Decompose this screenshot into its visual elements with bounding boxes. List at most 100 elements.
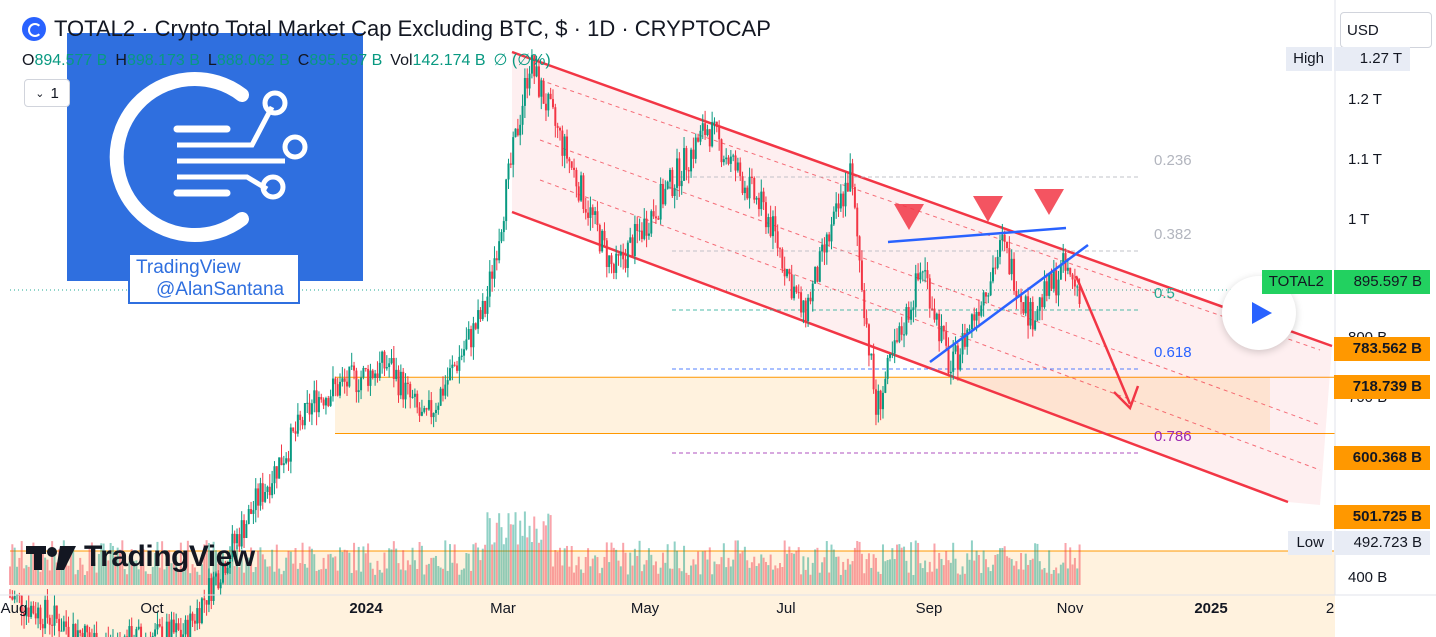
volume-bar <box>612 547 615 585</box>
candle-body <box>446 380 449 385</box>
volume-bar <box>556 551 559 585</box>
indicators-toggle-button[interactable]: ⌄ 1 <box>24 79 70 107</box>
volume-bar <box>549 515 552 585</box>
ohlc-key: H <box>115 52 127 69</box>
volume-bar <box>1066 568 1069 585</box>
volume-bar <box>734 540 737 585</box>
candle-body <box>240 520 243 547</box>
candle-body <box>584 209 587 213</box>
volume-bar <box>488 518 491 585</box>
volume-bar <box>133 561 136 585</box>
candle-body <box>1059 263 1062 280</box>
volume-bar <box>95 572 98 585</box>
volume-bar <box>935 568 938 585</box>
volume-bar <box>336 570 339 585</box>
volume-bar <box>823 557 826 585</box>
candle-body <box>214 573 217 577</box>
volume-bar <box>893 559 896 585</box>
candle-body <box>254 488 257 511</box>
volume-bar <box>81 564 84 585</box>
candle-body <box>701 123 704 131</box>
volume-bar <box>732 559 735 585</box>
candle-body <box>320 397 323 400</box>
volume-bar <box>18 557 21 585</box>
volume-bar <box>690 565 693 585</box>
volume-bar <box>1050 573 1053 585</box>
candle-body <box>135 629 138 637</box>
candle-body <box>191 613 194 621</box>
volume-bar <box>661 552 664 585</box>
candle-body <box>1013 258 1016 291</box>
volume-bar <box>797 547 800 585</box>
volume-bar <box>615 549 618 585</box>
volume-bar <box>1027 564 1030 585</box>
candle-body <box>491 271 494 279</box>
volume-bar <box>699 574 702 585</box>
candle-body <box>336 384 339 396</box>
candles <box>9 49 1081 637</box>
candle-body <box>1043 281 1046 308</box>
volume-bar <box>750 562 753 585</box>
volume-bar <box>60 562 63 585</box>
volume-bar <box>1006 556 1009 585</box>
volume-bar <box>561 565 564 585</box>
volume-bar <box>441 568 444 585</box>
chart-title[interactable]: TOTAL2 · Crypto Total Market Cap Excludi… <box>54 16 771 41</box>
volume-bar <box>629 552 632 585</box>
candle-body <box>762 191 765 203</box>
volume-bar <box>1003 546 1006 585</box>
candle-body <box>83 625 86 637</box>
volume-bar <box>243 572 246 585</box>
volume-bar <box>970 540 973 585</box>
candle-body <box>671 169 674 197</box>
wedge-upper <box>887 226 1067 244</box>
volume-bar <box>334 556 337 585</box>
currency-button[interactable]: USD <box>1340 12 1432 48</box>
volume-bar <box>954 558 957 585</box>
volume-bar <box>631 565 634 585</box>
volume-bar <box>116 547 119 585</box>
candle-body <box>261 483 264 502</box>
candle-body <box>570 161 573 168</box>
volume-bar <box>816 547 819 585</box>
candle-body <box>1022 302 1025 314</box>
candle-body <box>474 323 477 329</box>
volume-bar <box>657 573 660 585</box>
brand-name: TradingView <box>84 540 255 573</box>
volume-bar <box>474 542 477 585</box>
volume-bar <box>257 550 260 585</box>
volume-bar <box>884 561 887 585</box>
candle-body <box>128 626 131 637</box>
volume-bar <box>1029 560 1032 585</box>
candle-body <box>1066 267 1069 271</box>
candle-body <box>828 234 831 242</box>
channel-lower <box>511 210 1289 504</box>
low-value: 492.723 B <box>1334 531 1430 555</box>
volume-bar <box>500 527 503 585</box>
candle-body <box>874 389 877 415</box>
candle-body <box>764 202 767 228</box>
candle-body <box>603 230 606 241</box>
candle-body <box>587 212 590 218</box>
volume-bar <box>205 540 208 585</box>
volume-bar <box>315 570 318 585</box>
candle-body <box>631 237 634 256</box>
candle-body <box>954 345 957 352</box>
candle-body <box>385 367 388 369</box>
candle-body <box>238 534 241 547</box>
volume-bar <box>879 573 882 585</box>
volume-bar <box>676 550 679 585</box>
candle-body <box>612 264 615 273</box>
arrow-head-icon <box>1113 385 1140 411</box>
candle-body <box>774 216 777 232</box>
volume-bar <box>93 562 96 585</box>
volume-bar <box>273 571 276 585</box>
volume-bar <box>610 542 613 585</box>
volume-bar <box>296 568 299 585</box>
volume-bar <box>722 543 725 585</box>
time-tick: Sep <box>915 600 943 617</box>
volume-bar <box>708 547 711 585</box>
fibonacci-retracement: 0.236 0.382 0.5 0.618 0.786 <box>672 152 1192 454</box>
candle-body <box>437 405 440 410</box>
